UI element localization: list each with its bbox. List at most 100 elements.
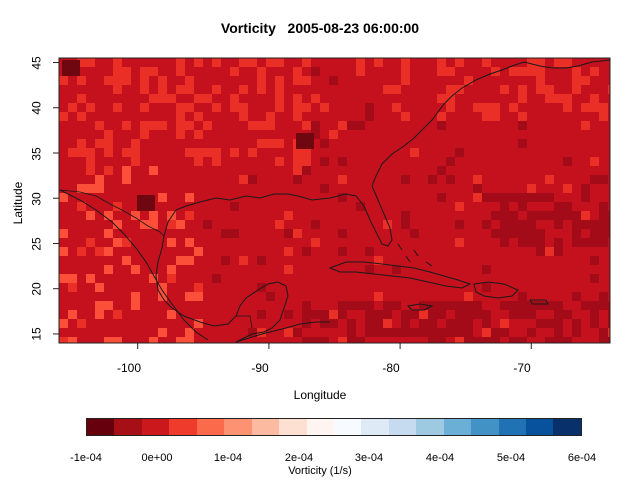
colorbar-tick-label: 3e-04	[354, 452, 384, 464]
field-cell	[248, 121, 257, 130]
field-cell	[320, 319, 329, 328]
field-cell	[428, 337, 437, 343]
field-cell	[401, 319, 410, 328]
field-cell	[464, 328, 473, 337]
y-tick-label: 25	[29, 237, 44, 251]
field-cell	[383, 328, 392, 337]
field-cell	[590, 94, 599, 103]
field-cell	[446, 103, 455, 112]
field-cell	[338, 337, 347, 343]
field-cell	[455, 148, 464, 157]
colorbar-tick-label: 1e-04	[213, 452, 243, 464]
field-cell	[302, 166, 311, 175]
field-cell	[266, 121, 275, 130]
field-cell	[590, 67, 599, 76]
field-cell	[95, 247, 104, 256]
field-cell	[509, 229, 518, 238]
y-tick-label: 45	[29, 56, 44, 70]
field-cell	[104, 166, 113, 175]
field-cell	[356, 121, 365, 130]
field-cell	[149, 220, 158, 229]
field-cell	[491, 193, 500, 202]
field-cell	[518, 292, 527, 301]
field-cell	[176, 220, 185, 229]
field-cell	[491, 229, 500, 238]
x-tick-label: -80	[382, 361, 400, 375]
field-cell	[500, 193, 509, 202]
field-cell	[293, 157, 302, 166]
field-cell	[581, 238, 590, 247]
field-cell	[356, 301, 365, 310]
field-cell	[455, 328, 464, 337]
gulf-north-coast	[161, 193, 347, 249]
field-cell	[86, 166, 95, 175]
field-cell	[104, 337, 113, 343]
field-cell	[158, 328, 167, 337]
field-cell	[401, 211, 410, 220]
colorbar-swatch	[306, 419, 334, 435]
field-cell	[581, 121, 590, 130]
field-cell	[518, 202, 527, 211]
field-cell	[410, 328, 419, 337]
field-cell	[131, 292, 140, 301]
field-cell	[212, 157, 221, 166]
field-cell	[275, 58, 284, 67]
field-cell	[608, 328, 610, 337]
field-cell	[284, 265, 293, 274]
field-cell	[104, 265, 113, 274]
field-cell	[320, 157, 329, 166]
field-cell	[320, 184, 329, 193]
field-cell	[347, 328, 356, 337]
field-cell	[347, 337, 356, 343]
field-cell	[275, 94, 284, 103]
field-cell	[491, 67, 500, 76]
field-cell	[86, 103, 95, 112]
field-cell	[527, 301, 536, 310]
field-cell	[131, 265, 140, 274]
field-cell	[428, 319, 437, 328]
field-cell	[221, 229, 230, 238]
field-cell	[473, 103, 482, 112]
field-cell	[437, 301, 446, 310]
y-tick-label: 40	[29, 101, 44, 115]
field-cell	[95, 184, 104, 193]
field-cell	[563, 58, 572, 67]
field-cell	[599, 211, 608, 220]
field-cell	[275, 76, 284, 85]
field-cell	[365, 103, 374, 112]
field-cell	[122, 256, 131, 265]
field-cell	[464, 292, 473, 301]
field-cell	[536, 67, 545, 76]
field-cell	[167, 274, 176, 283]
field-cell	[239, 175, 248, 184]
field-cell	[401, 112, 410, 121]
field-cell	[221, 256, 230, 265]
field-cell	[518, 238, 527, 247]
field-cell	[248, 148, 257, 157]
field-cell	[122, 67, 131, 76]
field-cell	[482, 337, 491, 343]
field-cell	[212, 103, 221, 112]
field-cell	[149, 94, 158, 103]
field-cell	[482, 265, 491, 274]
field-cell	[239, 112, 248, 121]
field-cell	[572, 220, 581, 229]
field-cell	[311, 220, 320, 229]
field-cell	[545, 85, 554, 94]
field-cell	[590, 220, 599, 229]
field-cell	[455, 319, 464, 328]
field-cell	[572, 238, 581, 247]
field-cell	[293, 103, 302, 112]
field-cell	[590, 301, 599, 310]
field-cell	[554, 220, 563, 229]
field-cell	[293, 175, 302, 184]
field-cell	[131, 148, 140, 157]
y-axis-ticks	[53, 62, 59, 335]
field-cell	[113, 58, 122, 67]
field-cell	[176, 112, 185, 121]
field-cell	[536, 238, 545, 247]
field-cell	[185, 238, 194, 247]
colorbar-swatch	[251, 419, 280, 435]
field-cell	[527, 229, 536, 238]
field-cell	[194, 148, 203, 157]
